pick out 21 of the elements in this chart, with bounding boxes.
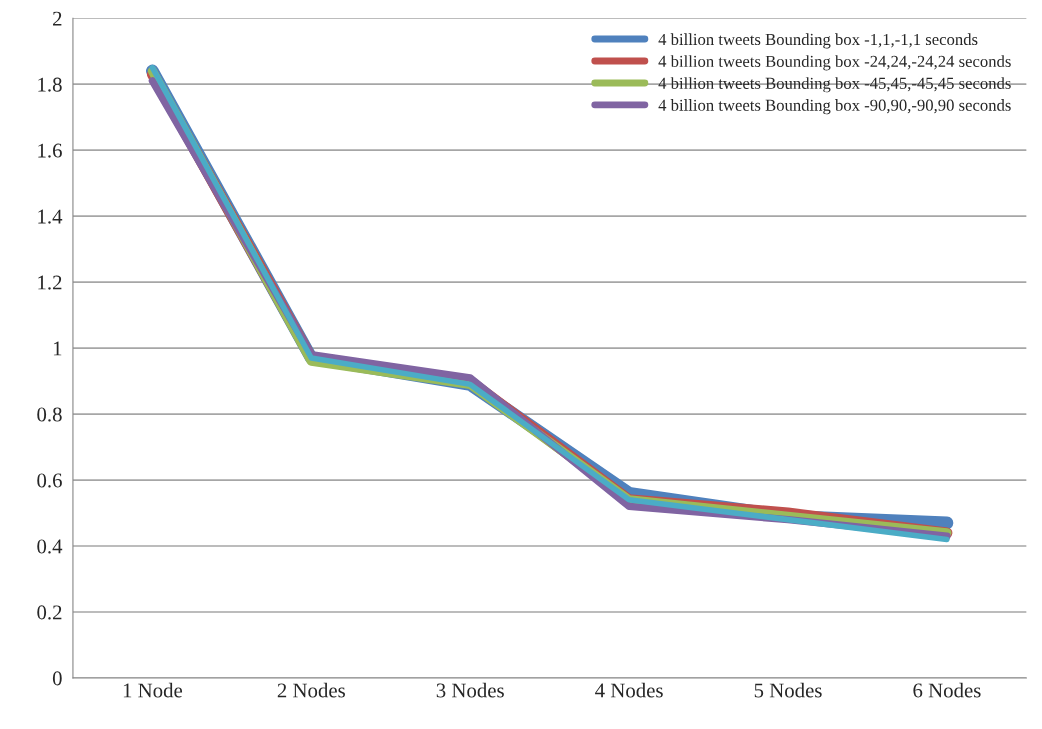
y-tick-label: 0.2 bbox=[37, 605, 62, 620]
x-tick-label: 6 Nodes bbox=[913, 682, 981, 698]
x-tick-label: 5 Nodes bbox=[754, 682, 822, 698]
y-tick-label: 0.4 bbox=[37, 539, 63, 554]
y-tick-label: 1 bbox=[53, 341, 62, 356]
legend-label: 4 billion tweets Bounding box -45,45,-45,45 seconds bbox=[658, 77, 1011, 93]
y-tick-label: 0 bbox=[52, 671, 62, 686]
x-tick-label: 1 Node bbox=[123, 682, 183, 698]
x-tick-label: 3 Nodes bbox=[436, 682, 504, 698]
y-tick-label: 0.8 bbox=[37, 407, 62, 422]
x-tick-label: 4 Nodes bbox=[595, 682, 663, 698]
legend-label: 4 billion tweets Bounding box -90,90,-90,90 seconds bbox=[658, 99, 1011, 115]
y-tick-label: 1.8 bbox=[38, 77, 62, 92]
y-tick-label: 1.6 bbox=[38, 143, 62, 158]
legend-label: 4 billion tweets Bounding box -1,1,-1,1 seconds bbox=[658, 33, 978, 49]
x-tick-label: 2 Nodes bbox=[277, 682, 345, 698]
y-tick-label: 2 bbox=[53, 11, 62, 26]
y-tick-label: 1.4 bbox=[38, 209, 63, 224]
y-tick-label: 0.6 bbox=[37, 473, 62, 488]
legend-label: 4 billion tweets Bounding box -24,24,-24,24 seconds bbox=[658, 55, 1011, 71]
y-tick-label: 1.2 bbox=[38, 275, 62, 290]
